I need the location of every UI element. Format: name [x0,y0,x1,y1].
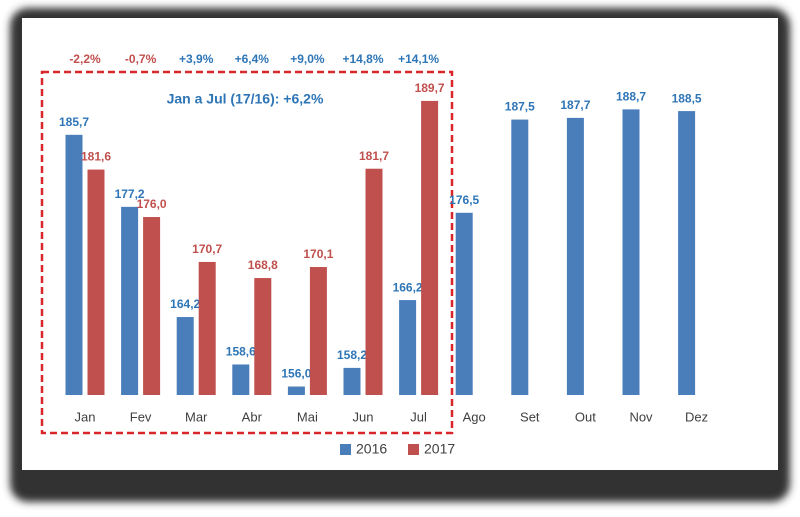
bar [455,212,473,395]
legend-swatch [408,444,419,455]
x-tick-label: Mar [185,409,208,424]
bar [287,386,305,395]
data-label: 164,2 [170,297,200,311]
change-label: +14,8% [342,52,383,66]
bar [365,168,383,395]
bar [566,117,584,396]
bar [232,364,250,395]
bar [87,169,105,395]
change-label: +3,9% [179,52,214,66]
box-annotation: Jan a Jul (17/16): +6,2% [167,91,324,107]
legend-label: 2017 [424,441,455,457]
bar [176,317,194,395]
data-label: 176,0 [137,197,167,211]
bar [343,367,361,395]
data-label: 181,6 [81,150,111,164]
x-tick-label: Abr [242,409,263,424]
bar [678,111,696,396]
change-label: -0,7% [125,52,157,66]
x-tick-label: Jul [410,409,427,424]
x-tick-label: Fev [130,409,152,424]
data-label: 168,8 [248,258,278,272]
legend-swatch [340,444,351,455]
data-label: 158,2 [337,348,367,362]
data-label: 177,2 [115,187,145,201]
data-label: 156,0 [281,367,311,381]
change-label: -2,2% [69,52,101,66]
data-label: 188,7 [616,90,646,104]
bar [121,206,139,395]
data-label: 176,5 [449,193,479,207]
x-tick-label: Mai [297,409,318,424]
x-tick-label: Jan [75,409,96,424]
bar [143,217,161,395]
data-label: 158,6 [226,345,256,359]
x-tick-label: Dez [685,409,708,424]
legend-label: 2016 [356,441,387,457]
change-label: +14,1% [398,52,439,66]
highlight-box [40,70,454,435]
x-tick-label: Ago [463,409,486,424]
x-tick-label: Nov [629,409,653,424]
bar [198,261,216,395]
data-label: 188,5 [672,91,702,105]
data-label: 189,7 [415,81,445,95]
bar [399,300,417,395]
data-label: 166,2 [393,280,423,294]
data-label: 187,7 [560,98,590,112]
bar [511,119,529,395]
data-label: 170,7 [192,242,222,256]
bar [309,267,327,395]
bar [254,278,272,395]
data-label: 187,5 [505,100,535,114]
change-label: +9,0% [290,52,325,66]
x-tick-label: Jun [353,409,374,424]
x-tick-label: Set [520,409,540,424]
bar [622,109,640,395]
data-label: 181,7 [359,149,389,163]
bar [65,134,83,395]
bar [421,100,439,395]
data-label: 185,7 [59,115,89,129]
data-label: 170,1 [303,247,333,261]
change-label: +6,4% [235,52,270,66]
x-tick-label: Out [575,409,596,424]
